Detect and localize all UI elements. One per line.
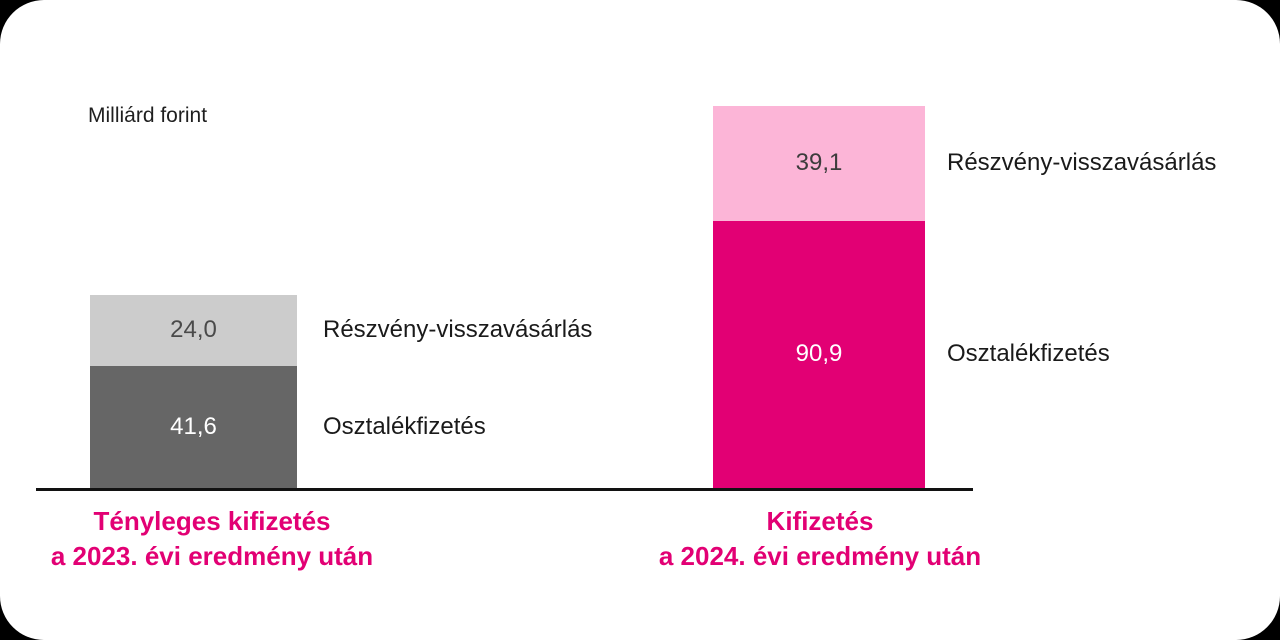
bar-caption: Tényleges kifizetés a 2023. évi eredmény … [51,504,373,574]
bar-segment: 24,0 [90,295,297,366]
segment-value: 39,1 [795,149,843,177]
bar-caption-line: a 2023. évi eredmény után [50,541,374,571]
segment-labels-column: Részvény-visszavásárlás Osztalékfizetés [925,106,1216,488]
unit-axis-label: Milliárd forint [88,104,208,127]
segment-label: Részvény-visszavásárlás [323,316,593,344]
segment-value: 41,6 [170,412,217,440]
bar-segment: 90,9 [713,220,925,488]
segment-label: Osztalékfizetés [947,340,1110,368]
bar-caption: Kifizetés a 2024. évi eredmény után [659,504,981,574]
bar-caption-line: Kifizetés [766,506,874,536]
bar-group: 24,0 41,6 Részvény-visszavásárlás Osztalékf… [90,295,592,488]
stacked-bar: 24,0 41,6 [90,295,297,488]
segment-label-cell: Részvény-visszavásárlás [925,106,1216,221]
bar-caption-line: Tényleges kifizetés [93,506,331,536]
segment-value: 90,9 [795,340,843,368]
stacked-bar: 39,1 90,9 [713,105,925,488]
segment-label-cell: Osztalékfizetés [925,221,1216,488]
bar-segment: 39,1 [713,105,925,221]
segment-label-cell: Osztalékfizetés [297,366,592,488]
bar-segment: 41,6 [90,365,297,488]
segment-label: Részvény-visszavásárlás [947,149,1217,177]
bar-caption-line: a 2024. évi eredmény után [658,541,982,571]
bar-group: 39,1 90,9 Részvény-visszavásárlás Osztalékf… [713,105,1216,488]
segment-value: 24,0 [170,316,217,344]
segment-labels-column: Részvény-visszavásárlás Osztalékfizetés [297,295,592,488]
segment-label-cell: Részvény-visszavásárlás [297,295,592,366]
x-axis-line [36,488,973,491]
segment-label: Osztalékfizetés [323,412,486,440]
